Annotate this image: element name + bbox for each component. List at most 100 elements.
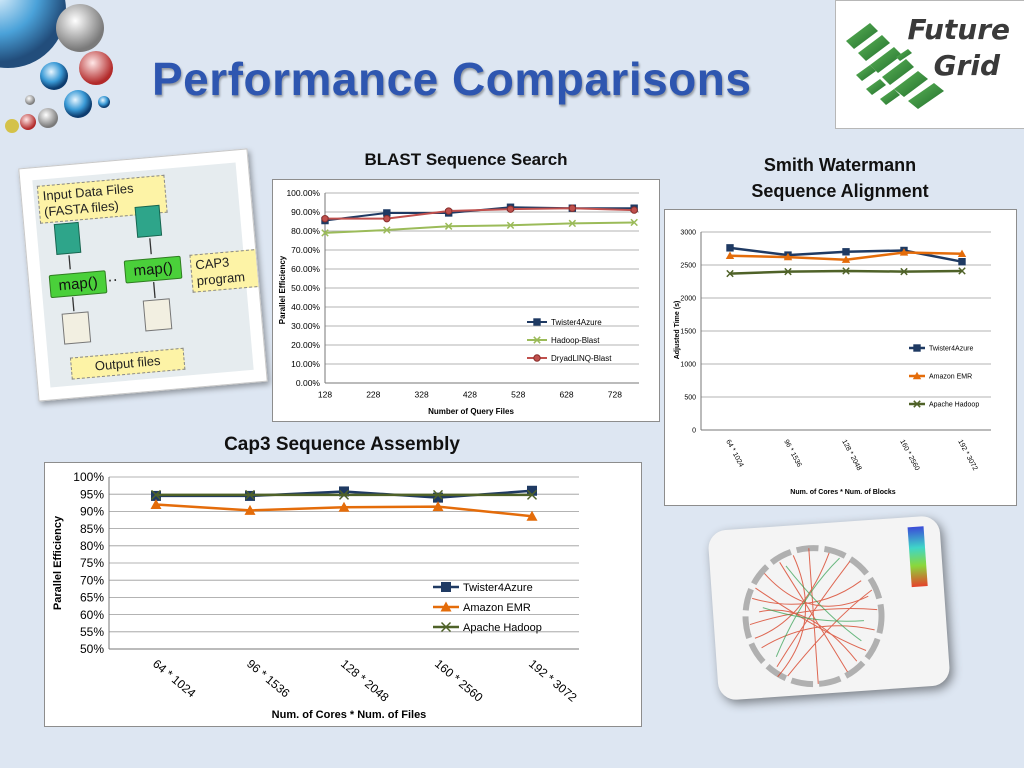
y-tick-label: 65% <box>80 591 104 605</box>
data-point <box>444 207 453 215</box>
legend-entry: Twister4Azure <box>527 318 602 327</box>
y-tick-label: 10.00% <box>291 359 320 369</box>
y-tick-label: 60% <box>80 608 104 622</box>
legend-label: Apache Hadoop <box>929 401 979 408</box>
x-tick-label: 192 * 3072 <box>956 439 978 472</box>
y-tick-label: 85% <box>80 522 104 536</box>
series-dryadlinq-blast <box>321 204 638 223</box>
legend-label: DryadLINQ-Blast <box>551 354 612 363</box>
data-point <box>150 489 162 500</box>
x-tick-label: 64 * 1024 <box>724 439 744 469</box>
y-tick-label: 80% <box>80 539 104 553</box>
x-tick-label: 192 * 3072 <box>526 657 580 705</box>
legend-entry: Apache Hadoop <box>909 400 979 408</box>
x-axis-label: Number of Query Files <box>428 407 514 416</box>
y-tick-label: 90.00% <box>291 207 320 217</box>
data-point <box>784 267 792 276</box>
x-tick-label: 628 <box>559 390 573 400</box>
blast-chart-title: BLAST Sequence Search <box>364 150 568 169</box>
slide-title: Performance Comparisons <box>152 53 752 105</box>
series-twister4azure <box>321 203 638 225</box>
data-point <box>526 510 538 521</box>
legend-label: Apache Hadoop <box>463 622 542 634</box>
sw-title-line2: Sequence Alignment <box>751 181 929 201</box>
data-point <box>432 501 444 512</box>
circos-graphic <box>742 526 928 688</box>
y-tick-label: 70% <box>80 573 104 587</box>
y-axis-label: Adjusted Time (s) <box>674 301 681 360</box>
data-point <box>321 214 329 223</box>
y-tick-label: 30.00% <box>291 321 320 331</box>
legend-label: Twister4Azure <box>929 345 973 352</box>
y-tick-label: 50.00% <box>291 283 320 293</box>
legend-entry: Apache Hadoop <box>433 621 542 634</box>
file-icons <box>53 204 173 345</box>
y-tick-label: 500 <box>684 394 696 401</box>
y-tick-label: 3000 <box>680 229 696 236</box>
data-point <box>630 218 638 227</box>
y-axis-label: Parallel Efficiency <box>52 515 64 610</box>
y-tick-label: 40.00% <box>291 302 320 312</box>
workflow-diagram-photo: Input Data Files (FASTA files) map() ·· … <box>18 148 268 402</box>
data-point <box>526 489 538 500</box>
y-tick-label: 2000 <box>680 295 696 302</box>
y-tick-label: 100.00% <box>286 188 320 198</box>
series-hadoop-blast <box>321 218 638 237</box>
data-point <box>783 252 793 261</box>
futuregrid-logo: Future Grid <box>835 0 1024 129</box>
blast-chart-svg: 0.00% 10.00% 20.00% 30.00% 40.00% 50.00% 60.00… <box>278 188 639 416</box>
x-tick-label: 96 * 1536 <box>782 439 802 469</box>
data-point <box>842 248 850 256</box>
series-apache-hadoop <box>726 267 966 278</box>
legend-marker <box>440 621 452 633</box>
series-amazon-emr <box>725 248 967 263</box>
legend-label: Amazon EMR <box>463 602 531 614</box>
legend-marker <box>533 336 541 344</box>
globe-decoration <box>0 0 113 133</box>
series-line <box>324 221 635 234</box>
data-point <box>957 249 967 257</box>
workflow-diagram: Input Data Files (FASTA files) map() ·· … <box>32 162 263 388</box>
legend-marker <box>913 344 921 352</box>
data-point <box>725 251 735 259</box>
legend-label: Twister4Azure <box>463 582 533 594</box>
data-point <box>338 489 350 500</box>
blast-chart: 0.00% 10.00% 20.00% 30.00% 40.00% 50.00% 60.00… <box>272 179 660 422</box>
data-point <box>568 204 577 212</box>
data-point <box>900 267 908 276</box>
legend-entry: Hadoop-Blast <box>527 336 600 345</box>
x-tick-label: 160 * 2560 <box>898 439 920 472</box>
y-tick-label: 60.00% <box>291 264 320 274</box>
y-tick-label: 55% <box>80 625 104 639</box>
y-tick-label: 70.00% <box>291 245 320 255</box>
logo-line1: Future <box>907 13 1011 46</box>
data-point <box>842 267 850 275</box>
series-amazon-emr <box>150 499 538 521</box>
data-point <box>630 206 638 214</box>
data-point <box>244 489 256 500</box>
legend-entry: DryadLINQ-Blast <box>527 354 612 363</box>
data-point <box>383 226 391 234</box>
legend-marker <box>441 582 451 592</box>
legend-entry: Amazon EMR <box>433 601 531 614</box>
y-tick-label: 75% <box>80 556 104 570</box>
x-axis-label: Num. of Cores * Num. of Files <box>272 709 427 721</box>
series-apache-hadoop <box>150 489 538 500</box>
y-tick-label: 95% <box>80 487 104 501</box>
circos-visualization <box>707 515 951 701</box>
cap3-label: CAP3 program <box>189 248 263 293</box>
x-axis-label: Num. of Cores * Num. of Blocks <box>790 489 896 496</box>
legend-label: Hadoop-Blast <box>551 336 600 345</box>
legend-entry: Twister4Azure <box>909 344 973 352</box>
legend-entry: Amazon EMR <box>909 371 972 380</box>
legend-label: Amazon EMR <box>929 373 972 380</box>
x-tick-label: 128 * 2048 <box>840 439 862 472</box>
x-tick-label: 528 <box>511 390 525 400</box>
y-tick-label: 0.00% <box>296 378 321 388</box>
sw-chart: 0 500 1000 1500 2000 2500 3000 64 * 1024 96 * 15… <box>664 209 1017 506</box>
data-point <box>841 255 851 263</box>
data-point <box>958 267 966 275</box>
series-line <box>325 207 635 220</box>
sw-chart-title: Smith Watermann Sequence Alignment <box>664 152 1016 204</box>
x-tick-label: 64 * 1024 <box>150 657 199 701</box>
